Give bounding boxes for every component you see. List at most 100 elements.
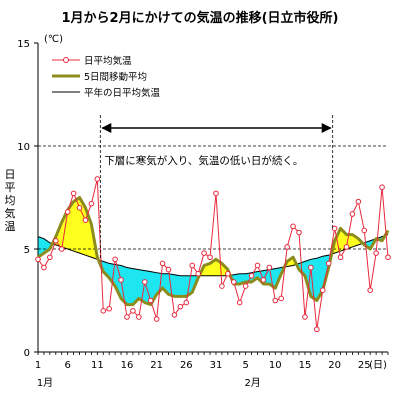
daily-temperature-point bbox=[373, 250, 379, 256]
daily-temperature-point bbox=[213, 190, 219, 197]
daily-temperature-point bbox=[136, 314, 142, 320]
y-axis-label-char: 日 bbox=[5, 168, 16, 181]
y-tick-label: 15 bbox=[17, 39, 30, 50]
daily-temperature-point bbox=[296, 229, 302, 236]
y-tick-label: 0 bbox=[24, 348, 30, 359]
daily-temperature-point bbox=[254, 262, 261, 269]
annotation: 下層に寒気が入り、気温の低い日が続く。 bbox=[99, 115, 334, 258]
x-tick-label: 31 bbox=[210, 360, 223, 371]
y-axis-label-char: 均 bbox=[5, 194, 16, 207]
legend-normal-label: 平年の日平均気温 bbox=[84, 87, 161, 99]
daily-temperature-point bbox=[331, 225, 338, 232]
legend-ma-label: 5日間移動平均 bbox=[84, 71, 147, 83]
y-unit-label: (℃) bbox=[44, 34, 63, 45]
daily-temperature-point bbox=[219, 283, 225, 289]
daily-temperature-point bbox=[343, 244, 350, 250]
daily-temperature-point bbox=[385, 254, 391, 261]
daily-temperature-point bbox=[260, 277, 267, 283]
daily-temperature-point bbox=[319, 287, 326, 294]
daily-temperature-point bbox=[272, 297, 279, 304]
deviation-fill bbox=[174, 274, 181, 297]
daily-temperature-point bbox=[82, 217, 89, 223]
daily-temperature-point bbox=[189, 262, 196, 269]
daily-temperature-point bbox=[266, 264, 273, 271]
daily-temperature-point bbox=[165, 266, 172, 273]
daily-temperature-point bbox=[308, 264, 314, 271]
daily-temperature-point bbox=[325, 260, 332, 267]
x-unit-label: (日) bbox=[369, 360, 387, 371]
daily-temperature-point bbox=[248, 272, 255, 279]
daily-temperature-point bbox=[284, 244, 290, 250]
daily-temperature-point bbox=[195, 270, 201, 277]
x-tick-label: 11 bbox=[91, 360, 104, 371]
daily-temperature-point bbox=[153, 316, 160, 322]
annotation-text: 下層に寒気が入り、気温の低い日が続く。 bbox=[104, 154, 303, 167]
daily-temperature-point bbox=[41, 264, 47, 271]
series-lines bbox=[35, 176, 391, 333]
daily-temperature-point bbox=[201, 250, 207, 256]
daily-temperature-point bbox=[64, 209, 71, 215]
daily-temperature-point bbox=[379, 184, 385, 190]
x-tick-label: 5 bbox=[242, 360, 248, 371]
daily-temperature-point bbox=[278, 295, 285, 302]
daily-temperature-point bbox=[355, 198, 362, 205]
deviation-fills bbox=[37, 196, 389, 306]
daily-temperature-point bbox=[112, 256, 118, 263]
daily-temperature-point bbox=[76, 205, 83, 211]
daily-temperature-point bbox=[242, 283, 249, 289]
daily-temperature-point bbox=[236, 299, 243, 306]
daily-temperature-point bbox=[337, 254, 344, 261]
daily-temperature-point bbox=[130, 308, 136, 314]
deviation-fill bbox=[126, 267, 134, 305]
daily-temperature-point bbox=[230, 279, 237, 285]
y-axis-label-char: 気 bbox=[5, 206, 16, 220]
y-axis-label-char: 温 bbox=[5, 220, 16, 233]
y-tick-label: 10 bbox=[17, 142, 30, 153]
month-label: 1月 bbox=[37, 377, 53, 389]
annotation-arrow-head-left bbox=[101, 123, 112, 133]
x-tick-label: 25 bbox=[358, 360, 371, 371]
daily-temperature-point bbox=[141, 279, 148, 285]
daily-temperature-point bbox=[207, 254, 213, 261]
y-tick-label: 5 bbox=[24, 245, 30, 256]
daily-temperature-point bbox=[290, 223, 296, 230]
daily-temperature-point bbox=[361, 227, 368, 234]
daily-temperature-point bbox=[367, 287, 374, 294]
daily-temperature-point bbox=[177, 303, 184, 310]
x-tick-label: 21 bbox=[150, 360, 163, 371]
x-tick-label: 20 bbox=[328, 360, 341, 371]
daily-temperature-point bbox=[58, 246, 65, 252]
annotation-arrow-head-right bbox=[321, 123, 332, 133]
x-tick-label: 26 bbox=[180, 360, 193, 371]
daily-temperature-point bbox=[70, 190, 77, 197]
daily-temperature-point bbox=[47, 254, 53, 261]
daily-temperature-point bbox=[183, 299, 190, 306]
daily-temperature-point bbox=[159, 260, 166, 267]
x-tick-label: 16 bbox=[121, 360, 134, 371]
daily-temperature-point bbox=[225, 270, 231, 277]
daily-temperature-point bbox=[147, 297, 154, 304]
gridlines bbox=[38, 145, 388, 250]
legend: 日平均気温 5日間移動平均 平年の日平均気温 bbox=[47, 47, 172, 102]
y-axis-label-char: 平 bbox=[5, 181, 16, 194]
daily-temperature-point bbox=[35, 256, 41, 263]
chart-title: 1月から2月にかけての気温の推移(日立市役所) bbox=[62, 10, 339, 26]
daily-temperature-point bbox=[118, 277, 124, 283]
daily-temperature-point bbox=[124, 314, 130, 320]
daily-temperature-line bbox=[37, 178, 389, 330]
x-tick-label: 1 bbox=[35, 360, 41, 371]
daily-temperature-point bbox=[52, 237, 59, 244]
daily-temperature-point bbox=[88, 200, 95, 207]
daily-temperature-point bbox=[171, 312, 178, 318]
legend-daily-label: 日平均気温 bbox=[84, 55, 132, 67]
legend-daily-marker bbox=[63, 57, 69, 63]
x-tick-label: 6 bbox=[64, 360, 70, 371]
month-label: 2月 bbox=[244, 377, 260, 389]
daily-temperature-point bbox=[100, 308, 107, 314]
daily-temperature-point bbox=[314, 326, 320, 333]
x-tick-label: 15 bbox=[299, 360, 312, 371]
deviation-fill bbox=[180, 275, 187, 297]
daily-temperature-point bbox=[106, 305, 112, 312]
